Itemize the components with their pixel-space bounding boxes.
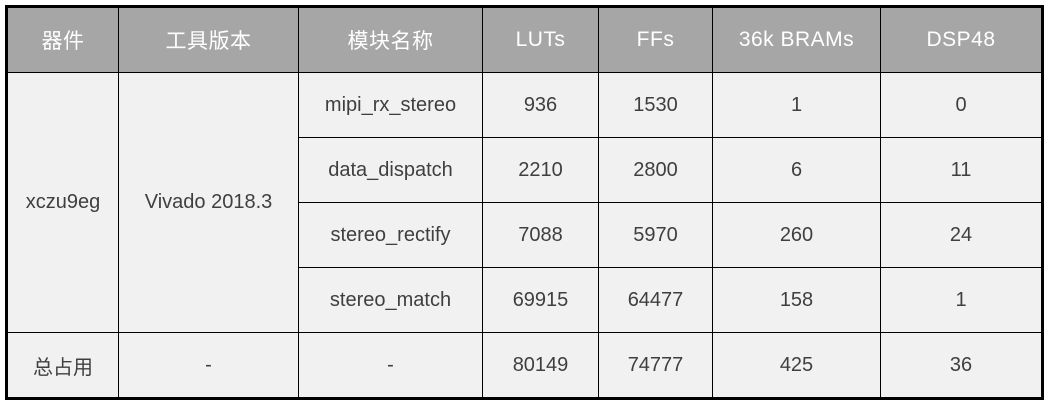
header-cell-brams: 36k BRAMs <box>712 6 881 73</box>
luts-cell: 7088 <box>482 202 599 268</box>
dsp48-cell: 1 <box>880 267 1043 333</box>
tool-version-cell: Vivado 2018.3 <box>118 72 299 333</box>
module-name-cell: stereo_rectify <box>298 202 483 268</box>
fpga-resource-table: 器件 工具版本 模块名称 LUTs FFs 36k BRAMs DSP48 xc… <box>5 5 1044 400</box>
total-dsp48-cell: 36 <box>880 332 1043 399</box>
brams-cell: 1 <box>712 72 881 138</box>
luts-cell: 936 <box>482 72 599 138</box>
fpga-resource-table-container: 器件 工具版本 模块名称 LUTs FFs 36k BRAMs DSP48 xc… <box>5 5 1044 400</box>
total-tool-cell: - <box>118 332 299 399</box>
table-row: xczu9eg Vivado 2018.3 mipi_rx_stereo 936… <box>6 72 1043 333</box>
table-row: data_dispatch 2210 2800 6 11 <box>7 137 1043 203</box>
ffs-cell: 5970 <box>598 202 713 268</box>
module-name-cell: mipi_rx_stereo <box>298 72 483 138</box>
brams-cell: 260 <box>712 202 881 268</box>
luts-cell: 2210 <box>482 137 599 203</box>
module-name-cell: stereo_match <box>298 267 483 333</box>
total-row: 总占用 - - 80149 74777 425 36 <box>6 332 1043 399</box>
ffs-cell: 2800 <box>598 137 713 203</box>
brams-cell: 158 <box>712 267 881 333</box>
ffs-cell: 64477 <box>598 267 713 333</box>
header-cell-luts: LUTs <box>482 6 599 73</box>
header-cell-ffs: FFs <box>598 6 713 73</box>
luts-cell: 69915 <box>482 267 599 333</box>
header-row: 器件 工具版本 模块名称 LUTs FFs 36k BRAMs DSP48 <box>6 6 1043 73</box>
module-name-cell: data_dispatch <box>298 137 483 203</box>
ffs-cell: 1530 <box>598 72 713 138</box>
dsp48-cell: 0 <box>880 72 1043 138</box>
header-cell-device: 器件 <box>6 6 119 73</box>
total-brams-cell: 425 <box>712 332 881 399</box>
total-label-cell: 总占用 <box>6 332 119 399</box>
header-cell-module-name: 模块名称 <box>298 6 483 73</box>
header-cell-dsp48: DSP48 <box>880 6 1043 73</box>
total-ffs-cell: 74777 <box>598 332 713 399</box>
total-luts-cell: 80149 <box>482 332 599 399</box>
header-cell-tool-version: 工具版本 <box>118 6 299 73</box>
dsp48-cell: 24 <box>880 202 1043 268</box>
total-module-cell: - <box>298 332 483 399</box>
device-cell: xczu9eg <box>6 72 119 333</box>
brams-cell: 6 <box>712 137 881 203</box>
dsp48-cell: 11 <box>880 137 1043 203</box>
